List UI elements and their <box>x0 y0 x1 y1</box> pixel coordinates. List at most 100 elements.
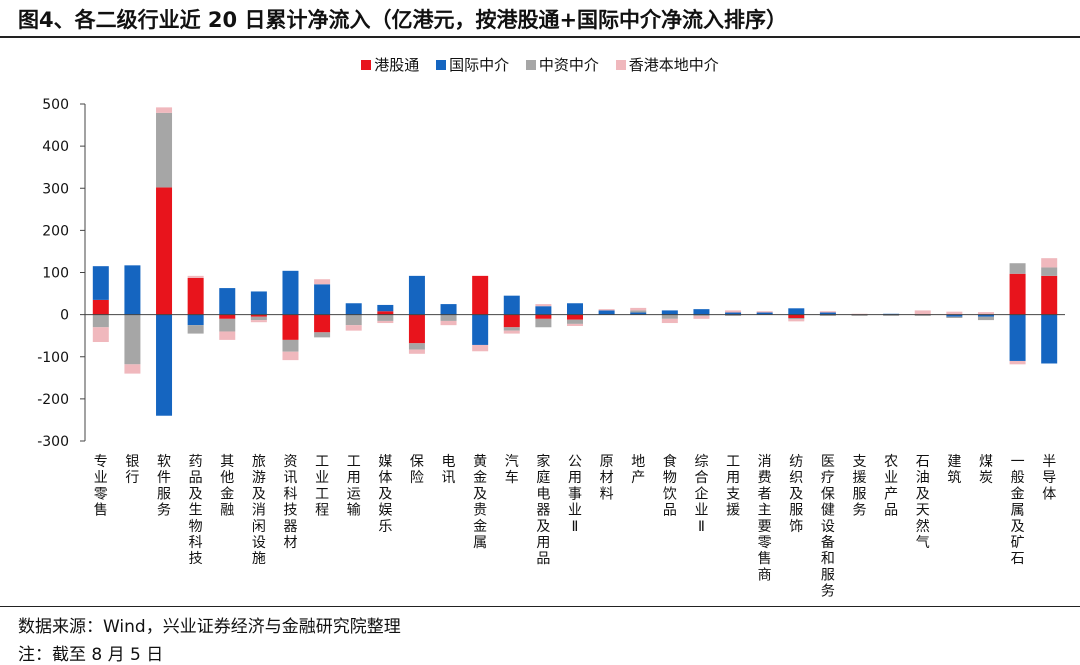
bar-segment <box>314 279 331 285</box>
bar-segment <box>535 318 552 328</box>
bar-segment <box>693 309 710 315</box>
bar-segment <box>440 304 457 315</box>
bar-segment <box>408 314 425 344</box>
bar-segment <box>535 306 552 315</box>
bar-segment <box>156 187 173 315</box>
legend-label: 港股通 <box>374 56 420 74</box>
category-label: 食物饮品 <box>663 453 677 519</box>
category-label: 银行 <box>125 454 139 486</box>
bar-segment <box>567 314 583 320</box>
category-label: 工用支援 <box>726 454 740 519</box>
bar-segment <box>725 312 742 315</box>
category-label: 支援服务 <box>853 454 867 519</box>
y-tick-label: -200 <box>37 392 69 408</box>
y-tick-label: -300 <box>37 434 69 450</box>
bar-segment <box>377 320 394 324</box>
category-label: 公用事业 Ⅱ <box>568 454 582 535</box>
category-label: 保险 <box>410 454 424 486</box>
bar-segment <box>630 312 647 315</box>
bar-segment <box>124 364 141 374</box>
y-tick-label: 500 <box>42 97 69 113</box>
bar-segment <box>219 314 236 319</box>
bar-segment <box>630 310 647 313</box>
bar-segment <box>219 318 236 332</box>
bar-segment <box>250 316 267 321</box>
bar-segment <box>661 314 678 319</box>
legend-label: 国际中介 <box>449 56 510 74</box>
bar-segment <box>977 314 994 317</box>
bar-segment <box>693 314 710 316</box>
y-tick-label: 400 <box>42 139 69 155</box>
y-tick-label: 100 <box>42 266 69 282</box>
bar-segment <box>408 343 425 350</box>
legend-swatch-hk-connect <box>361 60 372 70</box>
bar-segment <box>503 330 520 334</box>
bar-segment <box>250 291 267 315</box>
bar-segment <box>156 112 173 188</box>
legend-item-cn-broker: 中资中介 <box>525 54 599 75</box>
source-note: 数据来源：Wind，兴业证券经济与金融研究院整理 <box>18 617 401 637</box>
bar-segment <box>377 311 394 315</box>
bar-segment <box>1041 314 1058 364</box>
category-label: 综合企业 Ⅱ <box>694 454 708 535</box>
bar-segment <box>567 323 583 326</box>
bar-segment <box>946 316 963 318</box>
bar-segment <box>946 314 963 317</box>
bar-segment <box>977 312 994 315</box>
category-label: 电讯 <box>442 454 456 486</box>
category-label: 其他金融 <box>220 454 234 519</box>
category-label: 旅游及消闲设施 <box>252 454 266 567</box>
category-label: 汽车 <box>505 454 519 486</box>
category-label: 地产 <box>631 454 645 486</box>
bar-segment <box>661 310 678 315</box>
bar-segment <box>282 314 299 340</box>
legend-label: 中资中介 <box>538 56 599 74</box>
bar-segment <box>598 309 615 311</box>
bar-segment <box>725 310 742 313</box>
bar-segment <box>219 288 236 315</box>
category-label: 一般金属及矿石 <box>1011 454 1025 567</box>
bar-segment <box>124 314 141 365</box>
bar-segment <box>377 304 394 312</box>
y-tick-label: -100 <box>37 350 69 366</box>
bar-segment <box>250 314 267 317</box>
bar-segment <box>92 299 109 315</box>
category-label: 专业零售 <box>94 454 108 519</box>
bar-segment <box>535 314 552 319</box>
legend-item-hk-connect: 港股通 <box>361 54 419 75</box>
chart-legend: 港股通 国际中介 中资中介 香港本地中介 <box>0 54 1080 75</box>
category-label: 原材料 <box>600 454 614 502</box>
bar-segment <box>661 318 678 324</box>
y-tick-label: 300 <box>42 181 69 197</box>
bar-segment <box>156 107 173 113</box>
category-label: 黄金及贵金属 <box>473 453 487 551</box>
bar-segment <box>788 317 805 320</box>
bar-segment <box>819 314 836 316</box>
footer-divider <box>0 606 1080 607</box>
bar-segment <box>883 314 900 316</box>
legend-item-intl-broker: 国际中介 <box>436 54 509 75</box>
bar-segment <box>1009 263 1026 274</box>
bar-segment <box>377 314 394 321</box>
bar-segment <box>1041 267 1058 276</box>
bar-segment <box>535 304 552 307</box>
category-label: 软件服务 <box>157 454 171 519</box>
bar-segment <box>819 312 836 315</box>
bar-segment <box>282 339 299 352</box>
bar-segment <box>851 314 868 316</box>
bar-segment <box>1009 314 1026 361</box>
bar-segment <box>440 320 457 326</box>
bar-segment <box>282 270 299 315</box>
category-label: 工用运输 <box>347 454 361 519</box>
bar-segment <box>156 314 173 416</box>
bar-segment <box>756 311 773 313</box>
bar-segment <box>503 327 520 331</box>
bar-segment <box>440 314 457 321</box>
bar-segment <box>693 315 710 319</box>
bar-segment <box>314 314 331 333</box>
bar-segment <box>725 314 742 316</box>
legend-swatch-cn-broker <box>525 60 536 70</box>
bar-segment <box>788 314 805 318</box>
category-label: 药品及生物科技 <box>189 454 203 567</box>
bar-segment <box>219 331 236 340</box>
